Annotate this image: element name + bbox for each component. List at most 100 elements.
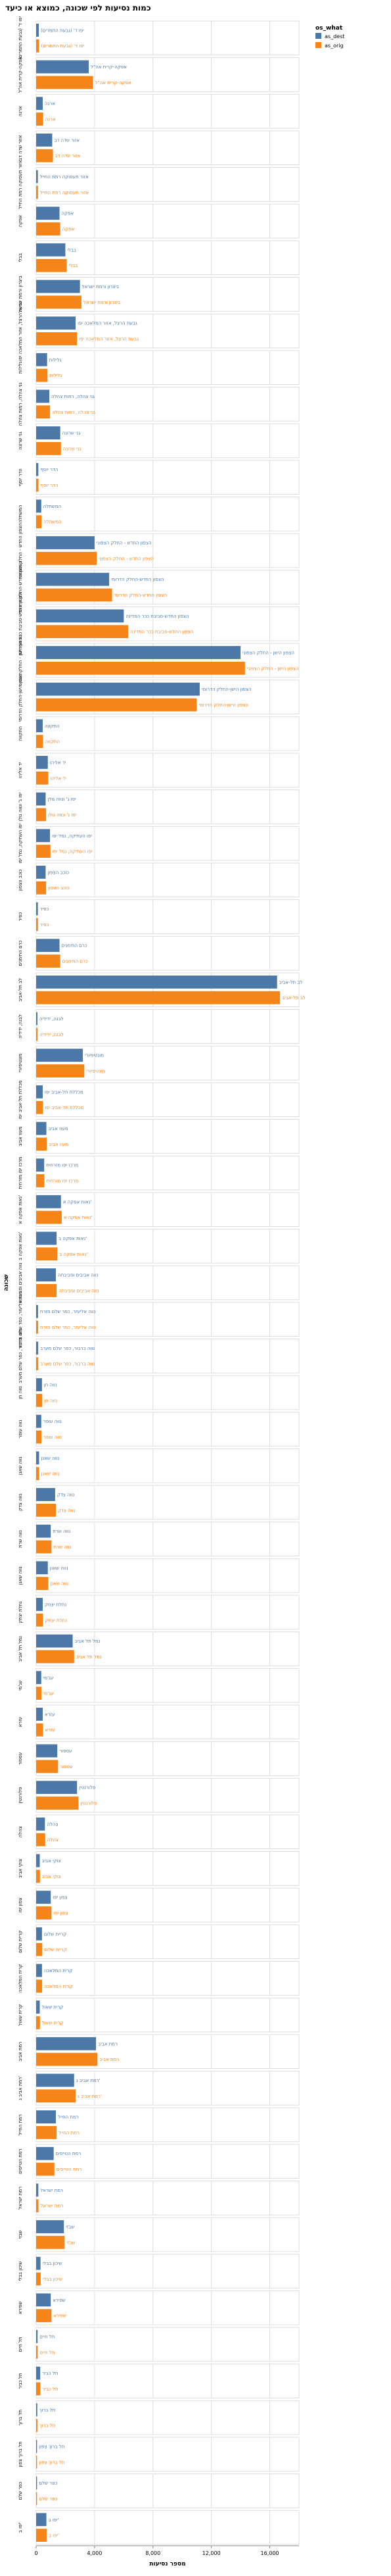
bar-label-as_dest: אפקה [62,211,74,216]
bar-label-as_orig: נווה שאנן [41,1472,60,1477]
bar-as_orig [36,1870,40,1883]
bar-as_orig [36,1503,56,1517]
bar-label-as_dest: נווה חן [44,1383,57,1388]
panel-frame [35,1338,300,1374]
bar-as_dest [36,1671,41,1685]
bar-label-as_orig: נווה צדק [58,1508,76,1513]
facet-label: אפקה-קרית אה"ל [18,57,23,93]
bar-as_orig [36,735,43,749]
panel-frame [35,826,300,861]
bar-as_dest [36,2440,37,2453]
bar-label-as_dest: קריית שלום [44,1931,66,1937]
panel-frame [35,2107,300,2143]
facet-label: ארנה [18,106,23,116]
facet-label: הצפון הישן - החלק הצפוני [18,635,23,687]
bar-label-as_dest: עספור [59,1748,72,1754]
panel-frame [35,2180,300,2216]
bar-label-as_dest: מכללת תל-אביב יפו [45,1089,83,1095]
bar-label-as_orig: מרכז יפו מזרחית [46,1178,78,1183]
bar-label-as_orig: מונטיפיורי [86,1069,105,1074]
facet-panel: יפו העתיקה, נמל יפו יפו העתיקה, נמל יפו יפ… [18,823,300,864]
bar-as_orig [36,1028,38,1041]
bar-label-as_dest: נאות אפקה ב' [58,1236,87,1241]
facet-label: הצפון הישן-החלק הדרומי [18,672,23,722]
facet-label: הצפון החדש-סביבת ככר המדינה [18,592,23,655]
panel-frame [35,716,300,751]
facet-panel: הצפון הישן - החלק הצפוני הצפון הישן - החל… [18,635,300,687]
facet-label: גני שרונה [18,432,23,450]
panel-frame [35,1009,300,1044]
bar-label-as_orig: גני צהלה, רמות צהלה [52,410,95,415]
panel-frame [35,387,300,422]
bar-label-as_dest: יפו ד' (גבעת התמרים) [41,28,84,33]
bar-label-as_orig: עספור [60,1764,72,1770]
bar-label-as_dest: רמת אביב [98,2041,118,2046]
bar-label-as_dest: כרם התימנים [62,943,87,949]
bar-label-as_dest: צהלה [47,1821,58,1827]
legend-swatch [315,33,321,39]
bar-label-as_orig: יד אליהו [50,776,66,781]
panel-frame [35,1448,300,1483]
facet-panel: הדר יוסף הדר יוסף הדר יוסף [18,460,300,495]
bar-as_orig [36,1247,58,1261]
facet-panel: תל חיים תל חיים תל חיים [18,2327,300,2362]
bar-as_dest [36,1378,42,1391]
bar-label-as_dest: נחלת יצחק [45,1602,67,1607]
bar-as_dest [36,939,60,953]
facet-panel: נווה עופר נווה עופר נווה עופר [18,1412,300,1447]
facet-panel: יפו ג' ונווה גולן יפו ג' ונווה גולן יפו ג'… [18,789,300,824]
bar-as_dest [36,1085,43,1099]
panel-frame [35,2437,300,2472]
panel-frame [35,350,300,385]
bar-label-as_orig: בבלי [69,263,78,268]
facet-panel: יפו ד' (גבעת התמרים) יפו ד' (גבעת התמרים)… [18,16,300,60]
bar-label-as_dest: מרכז יפו מזרחית [46,1163,78,1168]
bar-label-as_orig: הצפון הישן - החלק הצפוני [247,666,299,671]
facet-label: קרית שאול [18,2004,23,2026]
facet-label: גבעת הרצל, אזור המלאכה יפו [18,301,23,361]
bar-as_dest [36,97,43,111]
bar-label-as_dest: כפר שלם [39,2481,57,2486]
panel-frame [35,1119,300,1154]
bar-label-as_orig: נווה אליעזר, כפר שלם מזרח [40,1325,96,1330]
legend-title: os_what [315,25,343,32]
bar-label-as_orig: הצפון החדש-סביבת ככר המדינה [130,630,193,635]
bar-as_orig [36,1650,74,1664]
bar-label-as_dest: נווה אליעזר, כפר שלם מזרח [40,1309,96,1314]
bar-as_orig [36,661,245,675]
bar-label-as_orig: עג'מי [43,1691,54,1697]
bar-as_dest [36,902,38,916]
bar-as_dest [36,1049,83,1062]
bar-as_orig [36,1613,43,1627]
bar-label-as_orig: יפו ב' [49,2533,59,2539]
bar-as_dest [36,682,200,696]
bar-as_dest [36,1817,45,1831]
bar-as_orig [36,1723,43,1737]
facet-label: שיכון בבלי [18,2262,23,2281]
bar-as_orig [36,2089,76,2103]
facet-label: לב תל-אביב [18,978,23,1002]
bar-label-as_dest: הדר יוסף [40,467,58,472]
facet-label: לבנה, ידידיה [18,1014,23,1039]
facet-label: כרם התימנים [18,940,23,966]
facet-panel: שפירא שפירא שפירא [18,2290,300,2325]
panel-frame [35,753,300,788]
facet-panel: גלילות גלילות גלילות [18,350,300,385]
panel-frame [35,2144,300,2179]
bar-label-as_orig: נאות אפקה א' [64,1215,93,1220]
facet-label: נמל תל אביב [18,1636,23,1662]
facet-panel: עספור עספור עספור [18,1741,300,1776]
bar-as_orig [36,588,112,602]
panel-frame [35,2364,300,2398]
chart-title: כמות נסיעות לפי שכונה, כמוצא או כיעד [5,3,151,12]
facet-panel: אזור שדה דב אזור שדה דב אזור שדה דב [18,130,300,166]
panel-frame [35,1631,300,1666]
bar-label-as_orig: תל ברוך [39,2423,55,2429]
bar-label-as_dest: יפו ב' [49,2517,59,2523]
facet-panel: נחלת יצחק נחלת יצחק נחלת יצחק [18,1595,300,1630]
bar-label-as_orig: גבעת הרצל, אזור המלאכה יפו [79,336,139,341]
bar-as_orig [36,881,47,895]
bar-as_dest [36,2330,38,2343]
bar-label-as_dest: פלורנטין [79,1785,95,1791]
